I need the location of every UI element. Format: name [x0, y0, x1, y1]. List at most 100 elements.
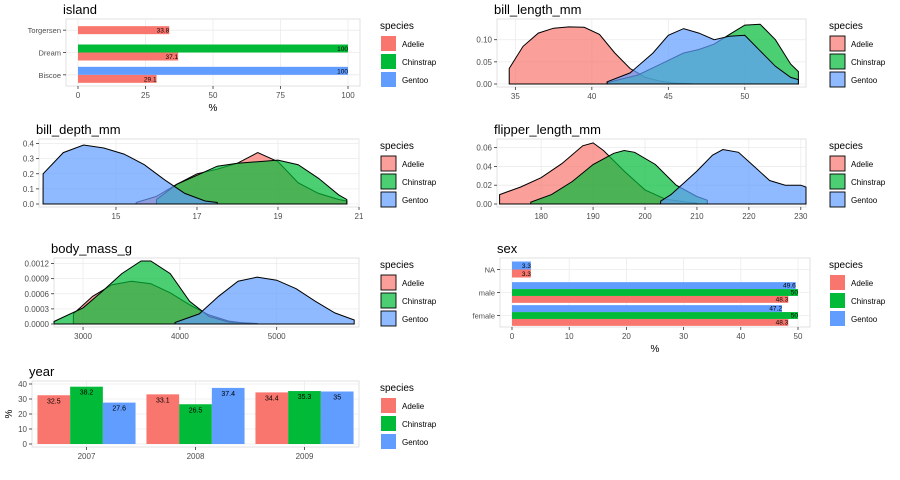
- x-tick-label: 190: [586, 212, 600, 221]
- legend-label-gentoo: Gentoo: [402, 438, 429, 447]
- bar-adelie: [78, 74, 157, 83]
- data-label: 3.3: [522, 263, 531, 270]
- bar-gentoo: [512, 261, 531, 270]
- y-tick-label: 0.2: [23, 170, 35, 179]
- data-label: 38.2: [80, 390, 94, 397]
- legend-title: species: [829, 141, 863, 152]
- x-tick-label: 20: [622, 332, 631, 341]
- x-tick-label: 2008: [187, 452, 205, 461]
- y-tick-label: NA: [485, 266, 495, 275]
- bar-chinstrap: [288, 391, 321, 444]
- bar-chinstrap: [179, 404, 212, 444]
- legend-label-chinstrap: Chinstrap: [402, 297, 437, 306]
- legend-key-chinstrap: [829, 173, 846, 190]
- x-tick-label: 45: [664, 92, 673, 101]
- legend: species Adelie Chinstrap Gentoo: [380, 260, 437, 327]
- y-tick-label: 0.0012: [25, 260, 50, 269]
- legend-label-chinstrap: Chinstrap: [402, 58, 437, 67]
- y-tick-label: 10: [18, 425, 27, 434]
- legend-label-gentoo: Gentoo: [851, 196, 878, 205]
- data-label: 100: [337, 68, 348, 75]
- data-label: 35: [333, 395, 341, 402]
- legend-key-gentoo: [830, 311, 845, 326]
- legend-key-gentoo: [829, 191, 846, 208]
- x-tick-label: 19: [274, 212, 283, 221]
- x-tick-label: 17: [193, 212, 202, 221]
- x-tick-label: 2007: [78, 452, 96, 461]
- x-tick-label: 25: [141, 91, 150, 100]
- x-tick-label: 50: [740, 92, 749, 101]
- legend-label-gentoo: Gentoo: [402, 76, 429, 85]
- legend: species Adelie Chinstrap Gentoo: [380, 383, 437, 449]
- data-label: 27.6: [112, 406, 126, 413]
- legend-key-chinstrap: [381, 416, 396, 431]
- bar-panel-year: year 0 10 20 30 40 32.5 38.2 27.6 2007 33.1 26.5 37.…: [4, 364, 360, 461]
- legend-key-chinstrap: [830, 293, 845, 308]
- panel-title: bill_length_mm: [494, 2, 581, 17]
- density-area-chinstrap: [155, 159, 348, 205]
- x-tick-label: 5000: [268, 332, 286, 341]
- data-label: 33.8: [157, 28, 170, 35]
- legend-key-gentoo: [381, 434, 396, 449]
- bar-adelie: [512, 269, 531, 278]
- bar-gentoo: [512, 282, 796, 290]
- bar-adelie: [512, 318, 789, 326]
- bar-adelie: [78, 52, 179, 61]
- bar-gentoo: [211, 387, 245, 444]
- legend-label-gentoo: Gentoo: [402, 196, 429, 205]
- data-label: 47.2: [769, 306, 782, 313]
- data-label: 35.3: [298, 394, 312, 401]
- y-tick-label: 0.0003: [25, 305, 50, 314]
- y-tick-label: 0.05: [476, 58, 492, 67]
- data-label: 34.4: [265, 395, 279, 402]
- y-tick-label: 0.0006: [25, 290, 50, 299]
- data-label: 29.1: [144, 76, 157, 83]
- legend-label-adelie: Adelie: [402, 40, 425, 49]
- x-tick-label: 210: [690, 212, 704, 221]
- x-tick-label: 230: [794, 212, 808, 221]
- legend-title: species: [380, 21, 414, 32]
- legend-key-adelie: [381, 36, 396, 51]
- legend-key-adelie: [829, 35, 846, 52]
- x-tick-label: 0: [510, 332, 515, 341]
- y-tick-label: 0.1: [23, 185, 35, 194]
- panel-title: year: [29, 364, 55, 379]
- bar-adelie: [146, 394, 180, 444]
- x-tick-label: 100: [341, 91, 355, 100]
- legend-label-chinstrap: Chinstrap: [851, 58, 886, 67]
- x-tick-label: 4000: [171, 332, 189, 341]
- legend-key-adelie: [830, 275, 845, 290]
- x-tick-label: 10: [565, 332, 574, 341]
- legend-key-chinstrap: [380, 292, 397, 309]
- legend-title: species: [380, 383, 414, 394]
- legend-key-chinstrap: [829, 53, 846, 70]
- panel-title: flipper_length_mm: [494, 122, 601, 137]
- density-area-gentoo: [606, 28, 799, 85]
- x-tick-label: 3000: [74, 332, 92, 341]
- x-tick-label: 75: [276, 91, 285, 100]
- density-panel-flipper_length_mm: flipper_length_mm 180 190 200 210 220 230 0.00 0…: [476, 122, 808, 221]
- y-tick-label: 0.4: [23, 140, 35, 149]
- legend-key-adelie: [380, 155, 397, 172]
- y-tick-label: Biscoe: [38, 71, 61, 80]
- y-tick-label: 0.0000: [25, 320, 50, 329]
- legend-label-chinstrap: Chinstrap: [402, 420, 437, 429]
- y-tick-label: 0.02: [476, 181, 492, 190]
- y-tick-label: 40: [18, 380, 27, 389]
- legend-label-gentoo: Gentoo: [851, 76, 878, 85]
- x-tick-label: 35: [511, 92, 520, 101]
- legend-label-gentoo: Gentoo: [402, 315, 429, 324]
- x-tick-label: 0: [76, 91, 81, 100]
- bar-adelie: [37, 395, 71, 444]
- density-area-gentoo: [42, 144, 218, 205]
- legend-title: species: [380, 260, 414, 271]
- data-label: 3.3: [522, 271, 531, 278]
- legend-key-chinstrap: [380, 173, 397, 190]
- legend-label-adelie: Adelie: [851, 279, 874, 288]
- data-label: 32.5: [47, 398, 61, 405]
- data-label: 26.5: [189, 407, 203, 414]
- bar-chinstrap: [70, 386, 103, 444]
- y-tick-label: 0: [23, 440, 28, 449]
- data-label: 37.1: [166, 54, 179, 61]
